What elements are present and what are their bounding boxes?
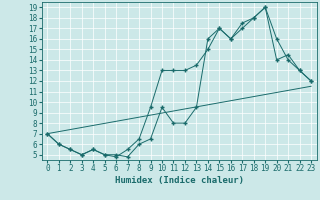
X-axis label: Humidex (Indice chaleur): Humidex (Indice chaleur) — [115, 176, 244, 185]
